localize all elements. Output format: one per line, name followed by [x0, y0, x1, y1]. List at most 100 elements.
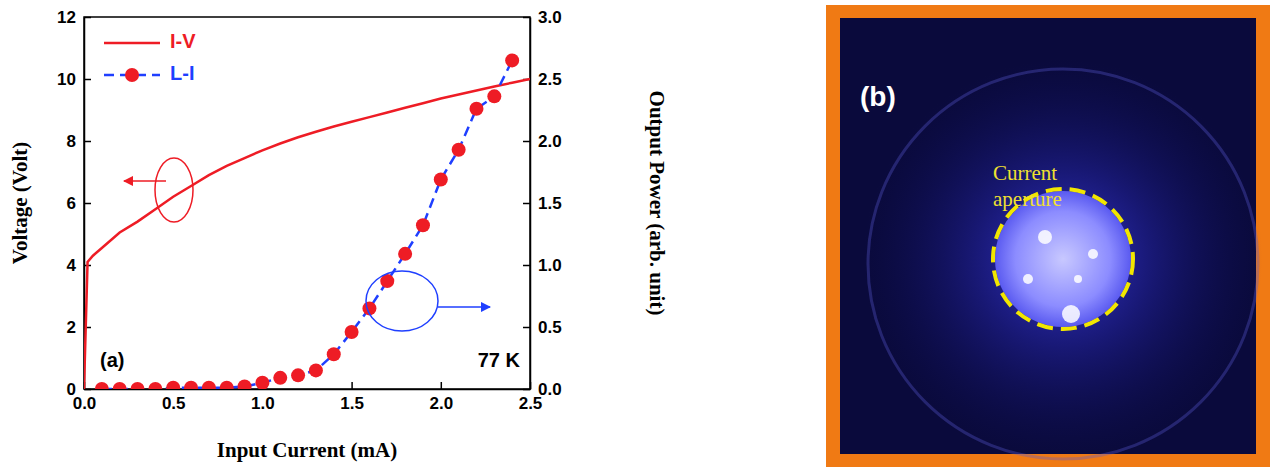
tick: 0	[67, 380, 91, 399]
marker	[95, 382, 109, 389]
legend-label: I-V	[170, 30, 196, 52]
tick-label: 3.0	[538, 8, 562, 27]
tick-mark	[523, 141, 530, 143]
x-axis-title: Input Current (mA)	[217, 438, 397, 462]
tick-label: 0	[67, 380, 76, 399]
tick-label: 0.5	[538, 318, 562, 337]
emission-glow	[863, 59, 1263, 459]
marker	[452, 143, 466, 157]
marker	[273, 371, 287, 385]
marker	[487, 89, 501, 103]
y2-axis-title: Output Power (arb. unit)	[645, 91, 669, 316]
hot-spot	[1062, 305, 1080, 323]
hot-spot	[1074, 275, 1082, 283]
tick: 12	[57, 8, 91, 27]
marker	[291, 368, 305, 382]
marker	[469, 102, 483, 116]
tick: 10	[57, 70, 91, 89]
hot-spot	[1023, 274, 1033, 284]
tick-label: 6	[67, 194, 76, 213]
tick: 8	[67, 132, 91, 151]
photo-frame	[826, 5, 1270, 467]
tick-label: 1.0	[251, 394, 275, 413]
marker	[238, 380, 252, 389]
tick-mark	[84, 79, 91, 81]
marker	[505, 53, 519, 67]
tick: 1.0	[523, 256, 562, 275]
pointer-ellipse	[366, 271, 438, 331]
marker	[202, 381, 216, 389]
plot-frame	[84, 17, 530, 389]
tick: 0.5	[523, 318, 562, 337]
tick-label: 0.5	[162, 394, 186, 413]
tick-label: 10	[57, 70, 76, 89]
marker	[148, 382, 162, 389]
marker	[184, 381, 198, 389]
marker	[131, 382, 145, 389]
tick-mark	[351, 382, 353, 389]
tick: 1.5	[340, 382, 364, 413]
legend-swatch	[104, 42, 160, 45]
tick-label: 8	[67, 132, 76, 151]
tick-label: 1.0	[538, 256, 562, 275]
tick: 2.0	[429, 382, 453, 413]
tick-mark	[523, 17, 530, 19]
tick-mark	[84, 141, 91, 143]
tick-mark	[523, 389, 530, 391]
x-axis: 0.00.51.01.52.02.5	[73, 382, 543, 413]
tick: 6	[67, 194, 91, 213]
tick-label: 1.5	[340, 394, 364, 413]
emission-disk	[995, 191, 1131, 327]
photo-panel: Currentaperture (b)	[826, 5, 1270, 467]
tick: 2.0	[523, 132, 562, 151]
marker	[309, 363, 323, 377]
tick-label: 1.5	[538, 194, 562, 213]
marker	[166, 381, 180, 389]
tick-label: 12	[57, 8, 76, 27]
tick-mark	[84, 203, 91, 205]
marker	[398, 247, 412, 261]
panel-label: (b)	[860, 81, 896, 112]
series-line	[84, 79, 530, 389]
tick-label: 4	[67, 256, 77, 275]
marker	[416, 218, 430, 232]
pointer-arrow	[438, 306, 490, 308]
legend-marker	[125, 68, 139, 82]
tick-mark	[523, 265, 530, 267]
legend-label: L-I	[170, 62, 194, 84]
hot-spot	[1038, 230, 1052, 244]
legend: I-V L-I	[104, 30, 196, 84]
tick: 3.0	[523, 8, 562, 27]
tick-label: 2.5	[538, 70, 562, 89]
panel-label: (a)	[100, 349, 124, 371]
tick-mark	[523, 327, 530, 329]
tick-mark	[441, 382, 443, 389]
annotation: 77 K	[478, 349, 521, 371]
series-line	[102, 60, 512, 389]
tick-label: 2.0	[429, 394, 453, 413]
tick: 2	[67, 318, 91, 337]
tick-mark	[523, 203, 530, 205]
tick: 1.5	[523, 194, 562, 213]
marker	[345, 325, 359, 339]
marker	[327, 347, 341, 361]
y2-axis: 0.0 0.5 1.0 1.5 2.0 2.5 3.0	[523, 8, 562, 399]
marker	[434, 172, 448, 186]
pointer-ellipse	[155, 158, 193, 222]
photo-annotation: Currentaperture	[993, 161, 1062, 211]
plot-marks	[84, 53, 530, 389]
tick: 0.0	[523, 380, 562, 399]
tick-mark	[84, 17, 91, 19]
tick-label: 2.0	[538, 132, 562, 151]
marker	[113, 382, 127, 389]
pointer-arrow	[124, 180, 166, 182]
marker	[255, 376, 269, 389]
tick-label: 2	[67, 318, 76, 337]
tick-label: 0.0	[538, 380, 562, 399]
y-axis-title: Voltage (Volt)	[8, 142, 32, 265]
tick-label: 0.0	[73, 394, 97, 413]
mesa-edge	[868, 69, 1258, 459]
marker	[220, 381, 234, 389]
figure: 0.0 0.5 1.0 1.5 2.0 2.5 0 2 4 6 8 10 12 0.0 0.5 1.0 1.5 2…	[0, 0, 1287, 471]
hot-spot	[1088, 249, 1098, 259]
